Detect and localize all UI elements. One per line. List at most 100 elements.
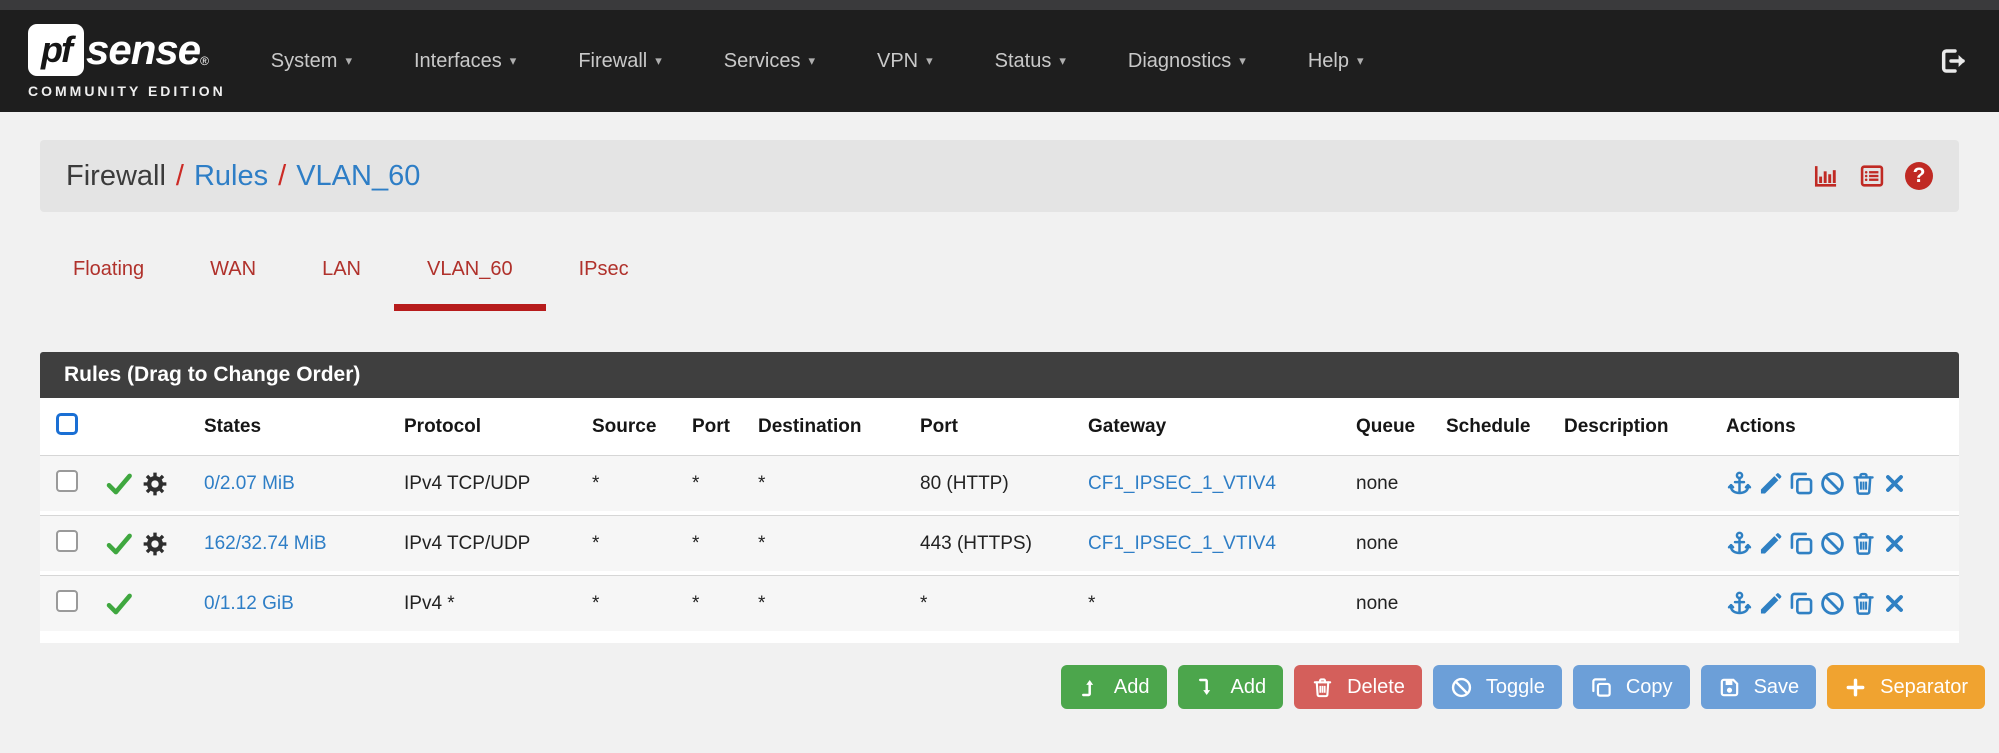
states-link[interactable]: 162/32.74 MiB <box>204 532 327 554</box>
anchor-icon[interactable] <box>1726 590 1753 617</box>
table-header-row: States Protocol Source Port Destination … <box>40 398 1959 455</box>
add-rule-bottom-button[interactable]: Add <box>1177 665 1284 709</box>
queue-cell: none <box>1340 455 1430 515</box>
bar-chart-icon[interactable] <box>1811 162 1839 190</box>
breadcrumb-interface-link[interactable]: VLAN_60 <box>296 159 421 192</box>
menu-item-help[interactable]: Help ▾ <box>1277 31 1395 91</box>
chevron-down-icon: ▾ <box>926 53 933 68</box>
navbar-right <box>1937 45 1969 77</box>
row-checkbox[interactable] <box>56 529 78 552</box>
edit-icon[interactable] <box>1757 470 1784 497</box>
menu-item-vpn[interactable]: VPN ▾ <box>846 31 964 91</box>
anchor-icon[interactable] <box>1726 530 1753 557</box>
menu-item-label: VPN <box>877 49 919 72</box>
menu-item-services[interactable]: Services ▾ <box>693 31 846 91</box>
states-link[interactable]: 0/1.12 GiB <box>204 592 294 614</box>
button-label: Delete <box>1347 675 1405 698</box>
copy-button[interactable]: Copy <box>1572 665 1690 709</box>
anchor-icon[interactable] <box>1726 470 1753 497</box>
tab-lan[interactable]: LAN <box>322 258 361 280</box>
disable-icon[interactable] <box>1819 590 1846 617</box>
remove-icon[interactable] <box>1881 590 1908 617</box>
copy-icon[interactable] <box>1788 530 1815 557</box>
chevron-down-icon: ▾ <box>1059 53 1066 68</box>
menu-item-label: Firewall <box>578 49 648 72</box>
pass-check-icon <box>104 529 134 559</box>
separator-button[interactable]: Separator <box>1827 665 1985 709</box>
remove-icon[interactable] <box>1881 470 1908 497</box>
help-icon[interactable]: ? <box>1905 162 1933 190</box>
pass-check-icon <box>104 469 134 499</box>
chevron-down-icon: ▾ <box>509 53 517 68</box>
add-rule-top-button[interactable]: Add <box>1060 665 1167 709</box>
schedule-cell <box>1430 455 1548 515</box>
menu-item-label: Services <box>723 49 801 72</box>
save-button[interactable]: Save <box>1700 665 1817 709</box>
dest-port-cell: 443 (HTTPS) <box>904 515 1072 575</box>
copy-icon[interactable] <box>1788 590 1815 617</box>
button-label: Separator <box>1880 675 1968 698</box>
menu-item-diagnostics[interactable]: Diagnostics ▾ <box>1097 31 1277 91</box>
source-cell: * <box>576 575 676 635</box>
chevron-down-icon: ▾ <box>655 53 662 68</box>
delete-icon[interactable] <box>1850 530 1877 557</box>
pfsense-logo[interactable]: pf sense ® COMMUNITY EDITION <box>28 23 226 99</box>
rules-panel: Rules (Drag to Change Order) States Prot… <box>40 352 1959 643</box>
menu-item-label: System <box>270 49 338 72</box>
row-checkbox[interactable] <box>56 469 78 492</box>
level-up-icon <box>1078 676 1101 699</box>
menu-item-interfaces[interactable]: Interfaces ▾ <box>383 31 547 91</box>
tab-vlan-60[interactable]: VLAN_60 <box>393 258 546 311</box>
menu-item-status[interactable]: Status ▾ <box>964 31 1097 91</box>
destination-header: Destination <box>742 398 904 455</box>
top-navbar: pf sense ® COMMUNITY EDITION System ▾ In… <box>0 10 1999 112</box>
menu-item-system[interactable]: System ▾ <box>240 31 383 91</box>
tab-ipsec[interactable]: IPsec <box>578 258 629 280</box>
pf-logo-box: pf <box>28 23 84 76</box>
gateway-link[interactable]: CF1_IPSEC_1_VTIV4 <box>1088 532 1276 554</box>
row-checkbox[interactable] <box>56 589 78 612</box>
tab-floating[interactable]: Floating <box>73 258 145 280</box>
description-cell <box>1548 575 1710 635</box>
menu-item-firewall[interactable]: Firewall ▾ <box>547 31 692 91</box>
destination-cell: * <box>742 575 904 635</box>
gateway-link[interactable]: CF1_IPSEC_1_VTIV4 <box>1088 472 1276 494</box>
rules-table: States Protocol Source Port Destination … <box>40 398 1959 635</box>
edit-icon[interactable] <box>1757 590 1784 617</box>
menu-item-label: Diagnostics <box>1127 49 1232 72</box>
protocol-cell: IPv4 * <box>388 575 576 635</box>
breadcrumb-actions: ? <box>1811 162 1933 190</box>
disable-icon[interactable] <box>1819 530 1846 557</box>
toggle-button[interactable]: Toggle <box>1432 665 1562 709</box>
delete-button[interactable]: Delete <box>1294 665 1422 709</box>
breadcrumb-rules-link[interactable]: Rules <box>193 159 269 192</box>
log-list-icon[interactable] <box>1858 162 1886 190</box>
tab-wan[interactable]: WAN <box>210 258 257 280</box>
advanced-gear-icon <box>142 471 168 497</box>
rules-action-bar: Add Add Delete Toggle Copy Save Separato… <box>40 665 1985 709</box>
pass-check-icon <box>104 589 134 619</box>
states-link[interactable]: 0/2.07 MiB <box>204 472 295 494</box>
queue-cell: none <box>1340 515 1430 575</box>
select-all-checkbox[interactable] <box>56 413 78 435</box>
schedule-header: Schedule <box>1430 398 1548 455</box>
gateway-header: Gateway <box>1072 398 1340 455</box>
edit-icon[interactable] <box>1757 530 1784 557</box>
row-actions <box>1726 470 1943 497</box>
dest-port-cell: * <box>904 575 1072 635</box>
menu-item-label: Interfaces <box>413 49 502 72</box>
disable-icon[interactable] <box>1819 470 1846 497</box>
queue-header: Queue <box>1340 398 1430 455</box>
copy-icon[interactable] <box>1788 470 1815 497</box>
source-port-cell: * <box>676 455 742 515</box>
delete-icon[interactable] <box>1850 470 1877 497</box>
breadcrumb-separator: / <box>175 159 184 192</box>
delete-icon[interactable] <box>1850 590 1877 617</box>
source-cell: * <box>576 515 676 575</box>
description-cell <box>1548 455 1710 515</box>
logout-icon[interactable] <box>1937 45 1969 77</box>
main-menu: System ▾ Interfaces ▾ Firewall ▾ Service… <box>240 31 1395 91</box>
select-all-cell <box>40 398 88 455</box>
states-header: States <box>188 398 388 455</box>
remove-icon[interactable] <box>1881 530 1908 557</box>
